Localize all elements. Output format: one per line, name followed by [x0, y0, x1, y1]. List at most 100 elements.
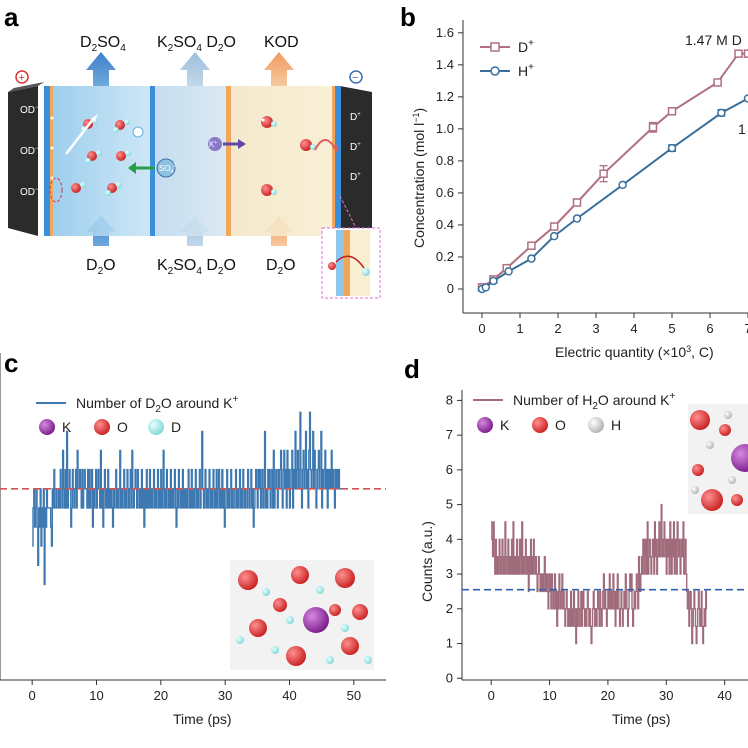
- chart-c-xlabel: Time (ps): [173, 711, 232, 727]
- chart-b-xtick-label: 3: [592, 321, 599, 336]
- od-label-2: OD−: [20, 146, 39, 157]
- chart-d-molecule-inset: [688, 404, 748, 514]
- legend-c-o-dot: [94, 419, 110, 435]
- od-label-3: OD−: [20, 187, 39, 198]
- panel-a-letter: a: [4, 2, 19, 32]
- series-d-point: [572, 198, 582, 207]
- legend-c-k-label: K: [62, 419, 72, 435]
- chart-d-xtick-label: 10: [542, 688, 556, 703]
- chart-d-xtick-label: 20: [601, 688, 615, 703]
- chart-b-series: [477, 49, 748, 294]
- series-d-point: [549, 222, 559, 231]
- series-h-point: [667, 143, 677, 153]
- legend-c-d-label: D: [171, 419, 181, 435]
- series-h-point: [489, 276, 498, 286]
- chart-d-xtick-label: 0: [488, 688, 495, 703]
- chart-b-ytick-label: 1.0: [436, 121, 454, 136]
- base-chamber-molecules: [261, 116, 338, 196]
- chart-b-legend: D+ H+: [480, 38, 534, 79]
- cathode-electrode: −: [340, 70, 372, 236]
- acid-chamber: [44, 86, 152, 236]
- chart-b-axes: 0 1 2 3 4 5 6 7 0 0.2 0.4 0.6 0.8 1.0 1.2 1.4 1.6: [436, 20, 748, 336]
- cation-membrane: [226, 86, 231, 236]
- legend-d-marker: [490, 42, 500, 52]
- od-label-1: OD−: [20, 105, 39, 116]
- chart-d-series: [462, 503, 748, 645]
- chart-b-ytick-label: 0.8: [436, 153, 454, 168]
- series-h-point: [504, 267, 513, 276]
- chart-d-ylabel: Counts (a.u.): [419, 521, 435, 602]
- k-ion-label: K+: [209, 140, 217, 149]
- chart-c-xtick-label: 10: [89, 688, 103, 703]
- series-h-point: [572, 214, 582, 223]
- arrow-up-middle: [180, 52, 210, 86]
- panel-c-letter: c: [4, 348, 18, 378]
- chart-b-ytick-label: 0.6: [436, 185, 454, 200]
- chart-c: 01020304050012345678 Number of D2O aroun…: [0, 353, 386, 727]
- chart-d-step-line: [491, 503, 708, 645]
- bipolar-membrane-left-blue: [44, 86, 50, 236]
- chart-b-ytick-label: 0.2: [436, 249, 454, 264]
- chart-d-ytick-label: 8: [446, 392, 453, 407]
- potassium-ion: K+: [208, 137, 246, 151]
- so4-label: SO42−: [159, 163, 179, 175]
- svg-text:+: +: [19, 72, 25, 84]
- chart-d-ytick-label: 3: [446, 566, 453, 581]
- chart-b-xtick-label: 1: [516, 321, 523, 336]
- legend-d-h-label: H: [611, 417, 621, 433]
- legend-d-k-label: K: [500, 417, 510, 433]
- anion-membrane: [150, 86, 155, 236]
- label-d2o-bottom-left: D2O: [86, 257, 116, 277]
- chart-b-ytick-label: 1.2: [436, 89, 454, 104]
- chart-d-ytick-label: 5: [446, 497, 453, 512]
- chart-b-xtick-label: 2: [554, 321, 561, 336]
- series-h-point: [549, 231, 559, 241]
- legend-c-o-label: O: [117, 419, 128, 435]
- legend-d-series-label: Number of H2O around K+: [513, 391, 676, 412]
- chart-c-axes: 01020304050012345678: [0, 353, 386, 703]
- legend-d-label: D+: [518, 38, 534, 55]
- dplus-label-3: D+: [350, 172, 361, 183]
- chart-d-axes: 0 10 20 30 40 0 1 2 3 4 5 6 7 8: [446, 390, 748, 703]
- arrow-up-right: [264, 52, 294, 86]
- chart-d-ytick-label: 1: [446, 636, 453, 651]
- legend-d-o-label: O: [555, 417, 566, 433]
- label-d2o-bottom-right: D2O: [266, 257, 296, 277]
- label-k2so4-d2o-top: K2SO4 D2O: [157, 34, 236, 54]
- series-d-line: [481, 52, 748, 289]
- series-d-point: [734, 49, 743, 58]
- bipolar-membrane-left-orange: [50, 86, 53, 236]
- series-d-point: [743, 49, 748, 58]
- annotation-h-partial: 1: [738, 121, 746, 137]
- anode-electrode: +: [8, 70, 44, 236]
- legend-c-label: Number of D2O around K+: [76, 394, 239, 415]
- panel-a: a D2SO4 K2SO4 D2O KOD D2O K2SO4 D2O D2O …: [4, 2, 381, 299]
- series-h-point: [743, 94, 748, 103]
- chart-b-xtick-label: 7: [744, 321, 748, 336]
- chart-c-xtick-label: 20: [154, 688, 168, 703]
- series-h-point: [481, 283, 491, 292]
- chart-c-xtick-label: 30: [218, 688, 232, 703]
- chart-d-ytick-label: 4: [446, 531, 453, 546]
- series-h-point: [618, 180, 627, 190]
- legend-d-k-dot: [477, 417, 493, 433]
- membrane-zoom-inset: [321, 195, 381, 299]
- series-h-line: [481, 97, 748, 290]
- chart-b: 0123456700.20.40.60.81.01.21.41.6 D+ H+ …: [411, 20, 748, 360]
- chart-d-xtick-label: 40: [717, 688, 731, 703]
- chart-c-legend: Number of D2O around K+ K O D: [36, 394, 239, 435]
- legend-h-label: H+: [518, 62, 534, 79]
- annotation-147: 1.47 M D: [685, 32, 742, 48]
- acid-chamber-molecules: [49, 114, 144, 203]
- chart-b-xlabel: Electric quantity (×103, C): [555, 344, 714, 360]
- bipolar-membrane-right-orange: [332, 86, 335, 236]
- chart-b-ylabel: Concentration (mol l−1): [411, 108, 427, 248]
- arrow-up-left: [86, 52, 116, 86]
- panel-d-letter: d: [404, 354, 420, 384]
- legend-d-o-dot: [532, 417, 548, 433]
- series-h-point: [527, 254, 536, 263]
- dplus-label-1: D+: [350, 112, 361, 123]
- chart-d: 0 10 20 30 40 0 1 2 3 4 5 6 7 8 Number of H2O around …: [419, 390, 748, 727]
- series-d-point: [667, 107, 677, 116]
